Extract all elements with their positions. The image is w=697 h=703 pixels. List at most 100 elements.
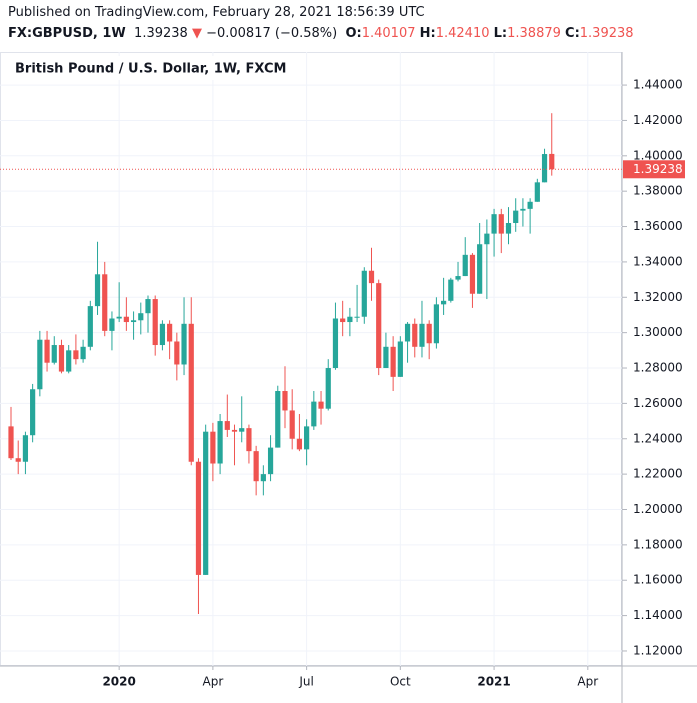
candle-body [210, 431, 216, 464]
candle-body [477, 244, 483, 294]
candle-body [441, 300, 447, 305]
candle-body [239, 428, 245, 432]
candle-body [296, 438, 303, 450]
candle-body [260, 474, 266, 482]
candle-body [368, 270, 375, 284]
candle-body [159, 323, 166, 346]
candle-body [30, 389, 36, 436]
candle-body [152, 299, 158, 346]
candle-body [80, 346, 86, 360]
down-arrow: ▼ [191, 26, 202, 41]
candle-body [361, 270, 367, 317]
candle-body [116, 316, 122, 319]
candle-body [433, 304, 439, 344]
ohlc-label: C: [565, 26, 580, 41]
candle-body [138, 313, 144, 321]
candle-body [448, 279, 454, 301]
candle-body [195, 461, 202, 575]
candle-body [231, 429, 238, 432]
candle-body [340, 318, 346, 323]
x-tick-label: Oct [390, 675, 411, 689]
x-tick-label: Apr [203, 675, 224, 689]
y-tick-label: 1.28000 [633, 361, 683, 375]
candle-body [354, 316, 360, 318]
y-tick-label: 1.22000 [633, 467, 683, 481]
candle-body [282, 391, 288, 411]
candle-body [376, 283, 382, 369]
ohlc-label: L: [493, 26, 508, 41]
last-price-label: 1.39238 [633, 162, 683, 176]
candle-body [412, 323, 418, 347]
candle-body [404, 323, 411, 342]
candle-body [318, 401, 324, 409]
last: 1.39238 [134, 26, 188, 41]
ohlc-label: O: [345, 26, 362, 41]
candle-body [469, 254, 476, 294]
x-tick-label: 2020 [102, 675, 135, 689]
candle-body [123, 316, 129, 323]
candle-body [390, 346, 396, 377]
candle-body [22, 435, 29, 462]
candle-body [397, 341, 403, 377]
candle-body [130, 320, 137, 323]
ohlc: O:1.40107 H:1.42410 L:1.38879 C:1.39238 [345, 26, 637, 41]
candle-body [534, 182, 540, 202]
y-tick-label: 1.32000 [633, 290, 683, 304]
last-price-box [623, 160, 685, 179]
candle-body [94, 274, 101, 307]
candle-body [347, 316, 353, 323]
candle-body [527, 201, 533, 209]
candle-body [224, 421, 230, 430]
grid [0, 52, 622, 666]
candle-body [311, 401, 317, 427]
y-tick-label: 1.44000 [633, 78, 683, 92]
candle-body [87, 306, 93, 347]
change: −0.00817 (−0.58%) [206, 26, 338, 41]
ohlc-label: H: [419, 26, 436, 41]
candle-body [203, 431, 209, 575]
ohlc-value: 1.39238 [579, 26, 634, 41]
candle-body [37, 339, 43, 390]
candle-body [73, 350, 79, 360]
y-tick-label: 1.34000 [633, 254, 683, 268]
y-tick-label: 1.14000 [633, 608, 683, 622]
chart-title: British Pound / U.S. Dollar, 1W, FXCM [15, 62, 286, 77]
candle-body [541, 154, 548, 183]
y-tick-label: 1.20000 [633, 502, 683, 516]
candle-body [267, 447, 274, 475]
candle-body [513, 210, 519, 224]
candle-body [505, 223, 512, 234]
candle-body [174, 341, 180, 365]
candle-body [15, 458, 21, 462]
candle-body [383, 346, 389, 369]
candle-body [44, 339, 50, 363]
candle-body [275, 391, 281, 448]
y-tick-label: 1.40000 [633, 148, 683, 162]
published-note: Published on TradingView.com, February 2… [8, 5, 425, 20]
candle-body [217, 421, 223, 464]
candle-body [549, 153, 555, 170]
x-tick-label: Apr [577, 675, 598, 689]
candle-body [491, 214, 497, 234]
y-tick-label: 1.30000 [633, 325, 683, 339]
x-tick-label: 2021 [477, 675, 510, 689]
y-tick-label: 1.12000 [633, 643, 683, 657]
candle-body [426, 323, 432, 344]
candle-body [289, 410, 295, 439]
ohlc-value: 1.40107 [361, 26, 416, 41]
y-tick-label: 1.26000 [633, 396, 683, 410]
y-tick-label: 1.42000 [633, 113, 683, 127]
candle-body [51, 345, 57, 363]
candle-body [246, 428, 252, 452]
candle-body [455, 276, 461, 280]
candle-body [462, 254, 468, 277]
ohlc-value: 1.42410 [435, 26, 490, 41]
y-tick-label: 1.36000 [633, 219, 683, 233]
y-tick-label: 1.16000 [633, 573, 683, 587]
symbol: FX:GBPUSD, 1W [8, 26, 126, 41]
candle-body [419, 323, 425, 347]
candle-body [304, 426, 310, 450]
candle-body [8, 426, 14, 459]
